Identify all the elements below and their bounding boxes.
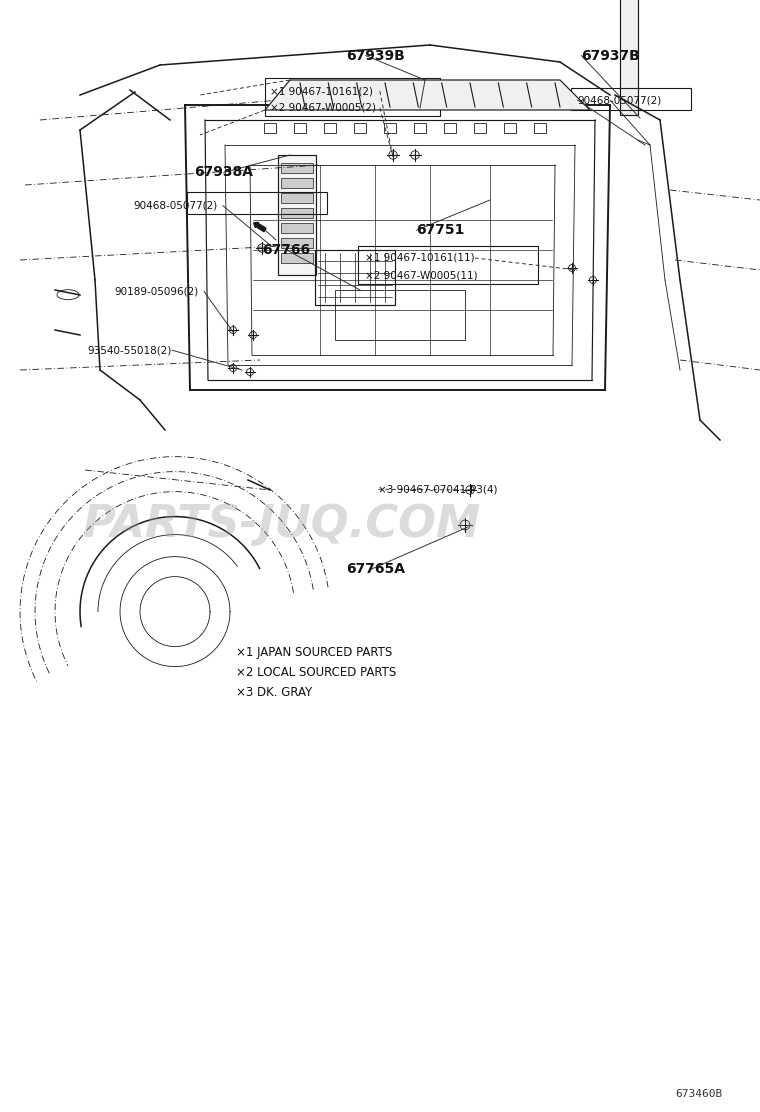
Bar	[281, 254, 313, 264]
Text: PARTS-JUQ.COM: PARTS-JUQ.COM	[82, 504, 480, 546]
Bar	[264, 123, 276, 133]
Bar	[264, 78, 440, 116]
FancyArrow shape	[254, 222, 266, 231]
Bar	[278, 155, 316, 275]
Bar	[281, 178, 313, 188]
Text: 67939B: 67939B	[346, 49, 404, 62]
Text: 67937B: 67937B	[581, 49, 640, 62]
Bar	[187, 191, 328, 214]
Bar	[315, 250, 395, 305]
Text: ×2 LOCAL SOURCED PARTS: ×2 LOCAL SOURCED PARTS	[236, 666, 396, 679]
Text: 67765A: 67765A	[346, 563, 405, 576]
Text: ×2 90467-W0005(11): ×2 90467-W0005(11)	[365, 271, 477, 280]
Text: ×1 90467-10161(2): ×1 90467-10161(2)	[270, 87, 373, 96]
Text: 90468-05077(2): 90468-05077(2)	[133, 201, 217, 210]
Text: ×3 DK. GRAY: ×3 DK. GRAY	[236, 686, 312, 699]
Text: 67766: 67766	[262, 244, 310, 257]
Bar	[358, 246, 538, 284]
Text: 67751: 67751	[416, 224, 465, 237]
Bar	[324, 123, 336, 133]
Text: ×3 90467-07041-P3(4): ×3 90467-07041-P3(4)	[378, 485, 498, 494]
Text: 93540-55018(2): 93540-55018(2)	[87, 346, 172, 355]
Text: 90189-05096(2): 90189-05096(2)	[114, 287, 198, 296]
Bar	[504, 123, 516, 133]
Text: ×2 90467-W0005(2): ×2 90467-W0005(2)	[270, 103, 375, 112]
Bar	[620, 0, 638, 115]
Bar	[571, 88, 691, 110]
Bar	[474, 123, 486, 133]
Text: 673460B: 673460B	[675, 1089, 722, 1099]
Bar	[335, 290, 465, 340]
Text: PARTS-JUQ.COM: PARTS-JUQ.COM	[82, 504, 480, 546]
Bar	[384, 123, 396, 133]
Bar	[281, 193, 313, 203]
Text: ×1 90467-10161(11): ×1 90467-10161(11)	[365, 254, 474, 262]
Text: ×1 JAPAN SOURCED PARTS: ×1 JAPAN SOURCED PARTS	[236, 646, 392, 659]
Bar	[281, 163, 313, 173]
Bar	[294, 123, 306, 133]
Polygon shape	[265, 80, 590, 110]
Bar	[414, 123, 426, 133]
Bar	[354, 123, 366, 133]
Bar	[281, 208, 313, 218]
Bar	[534, 123, 546, 133]
Bar	[281, 224, 313, 234]
Bar	[281, 238, 313, 248]
Text: 67938A: 67938A	[194, 166, 253, 179]
Text: 90468-05077(2): 90468-05077(2)	[578, 96, 662, 105]
Bar	[444, 123, 456, 133]
